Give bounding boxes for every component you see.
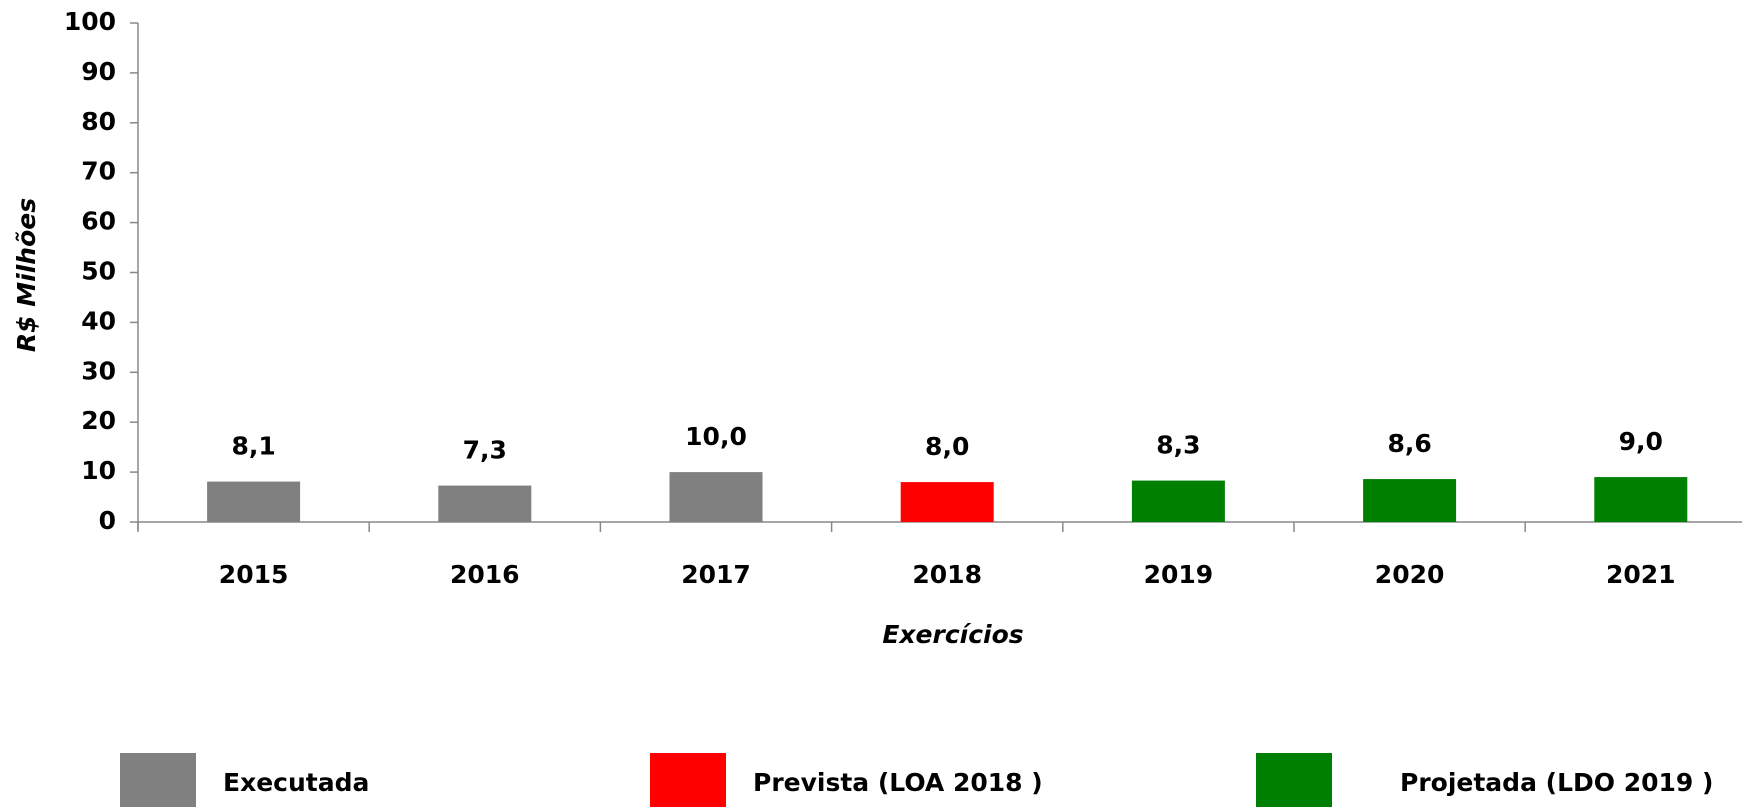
legend-swatch [120,753,196,807]
value-label: 7,3 [463,436,507,465]
bar [1594,477,1688,522]
x-tick-label: 2016 [450,560,520,589]
legend-label: Projetada (LDO 2019 ) [1400,768,1713,797]
bar [438,485,532,522]
legend-swatch [1256,753,1332,807]
value-label: 9,0 [1619,427,1663,456]
value-label: 8,6 [1387,429,1431,458]
value-label: 10,0 [685,422,747,451]
x-axis-title: Exercícios [882,620,1023,649]
legend-label: Prevista (LOA 2018 ) [753,768,1043,797]
legend-label: Executada [223,768,369,797]
y-tick-label: 100 [64,7,116,36]
value-label: 8,0 [925,432,969,461]
bar [207,481,301,522]
x-tick-label: 2017 [681,560,751,589]
x-tick-label: 2021 [1606,560,1676,589]
y-tick-label: 70 [81,157,116,186]
y-tick-label: 10 [81,456,116,485]
x-tick-label: 2020 [1375,560,1445,589]
x-tick-label: 2018 [912,560,982,589]
bar [900,482,994,522]
y-tick-label: 0 [99,506,116,535]
x-tick-label: 2019 [1144,560,1214,589]
legend-swatch [650,753,726,807]
x-tick-label: 2015 [219,560,289,589]
y-tick-label: 30 [81,356,116,385]
y-tick-label: 40 [81,306,116,335]
y-tick-label: 60 [81,207,116,236]
bar [1131,480,1225,522]
y-tick-label: 90 [81,57,116,86]
y-tick-label: 20 [81,406,116,435]
value-label: 8,1 [231,432,275,461]
bar [1363,479,1457,522]
value-label: 8,3 [1156,431,1200,460]
y-axis-title: R$ Milhões [12,198,41,352]
y-tick-label: 80 [81,107,116,136]
y-tick-label: 50 [81,257,116,286]
bar [669,472,763,522]
